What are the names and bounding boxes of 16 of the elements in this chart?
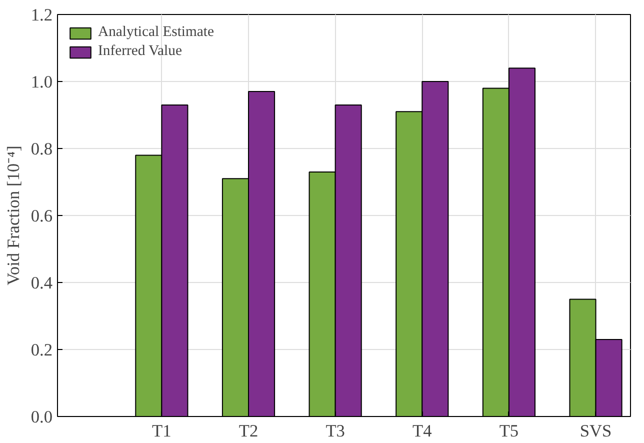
y-tick-label: 0.2 xyxy=(30,340,53,360)
x-tick-label: T3 xyxy=(326,422,345,440)
y-tick-label: 0.4 xyxy=(30,274,53,292)
x-tick-label: T1 xyxy=(152,422,172,440)
x-tick-label: T5 xyxy=(499,422,519,440)
x-tick-label: T4 xyxy=(412,422,432,440)
y-tick-label: 0.8 xyxy=(30,140,53,158)
y-tick-label: 0.6 xyxy=(30,206,53,226)
x-tick-label: SVS xyxy=(580,422,612,440)
y-axis-title: Void Fraction [10⁻⁴] xyxy=(4,146,23,286)
y-tick-label: 1.2 xyxy=(30,6,53,24)
legend-label: Inferred Value xyxy=(98,43,182,60)
legend-label: Analytical Estimate xyxy=(98,24,214,41)
y-tick-label: 0.0 xyxy=(30,408,53,426)
y-tick-label: 1.0 xyxy=(30,72,53,92)
x-tick-label: T2 xyxy=(238,422,258,440)
